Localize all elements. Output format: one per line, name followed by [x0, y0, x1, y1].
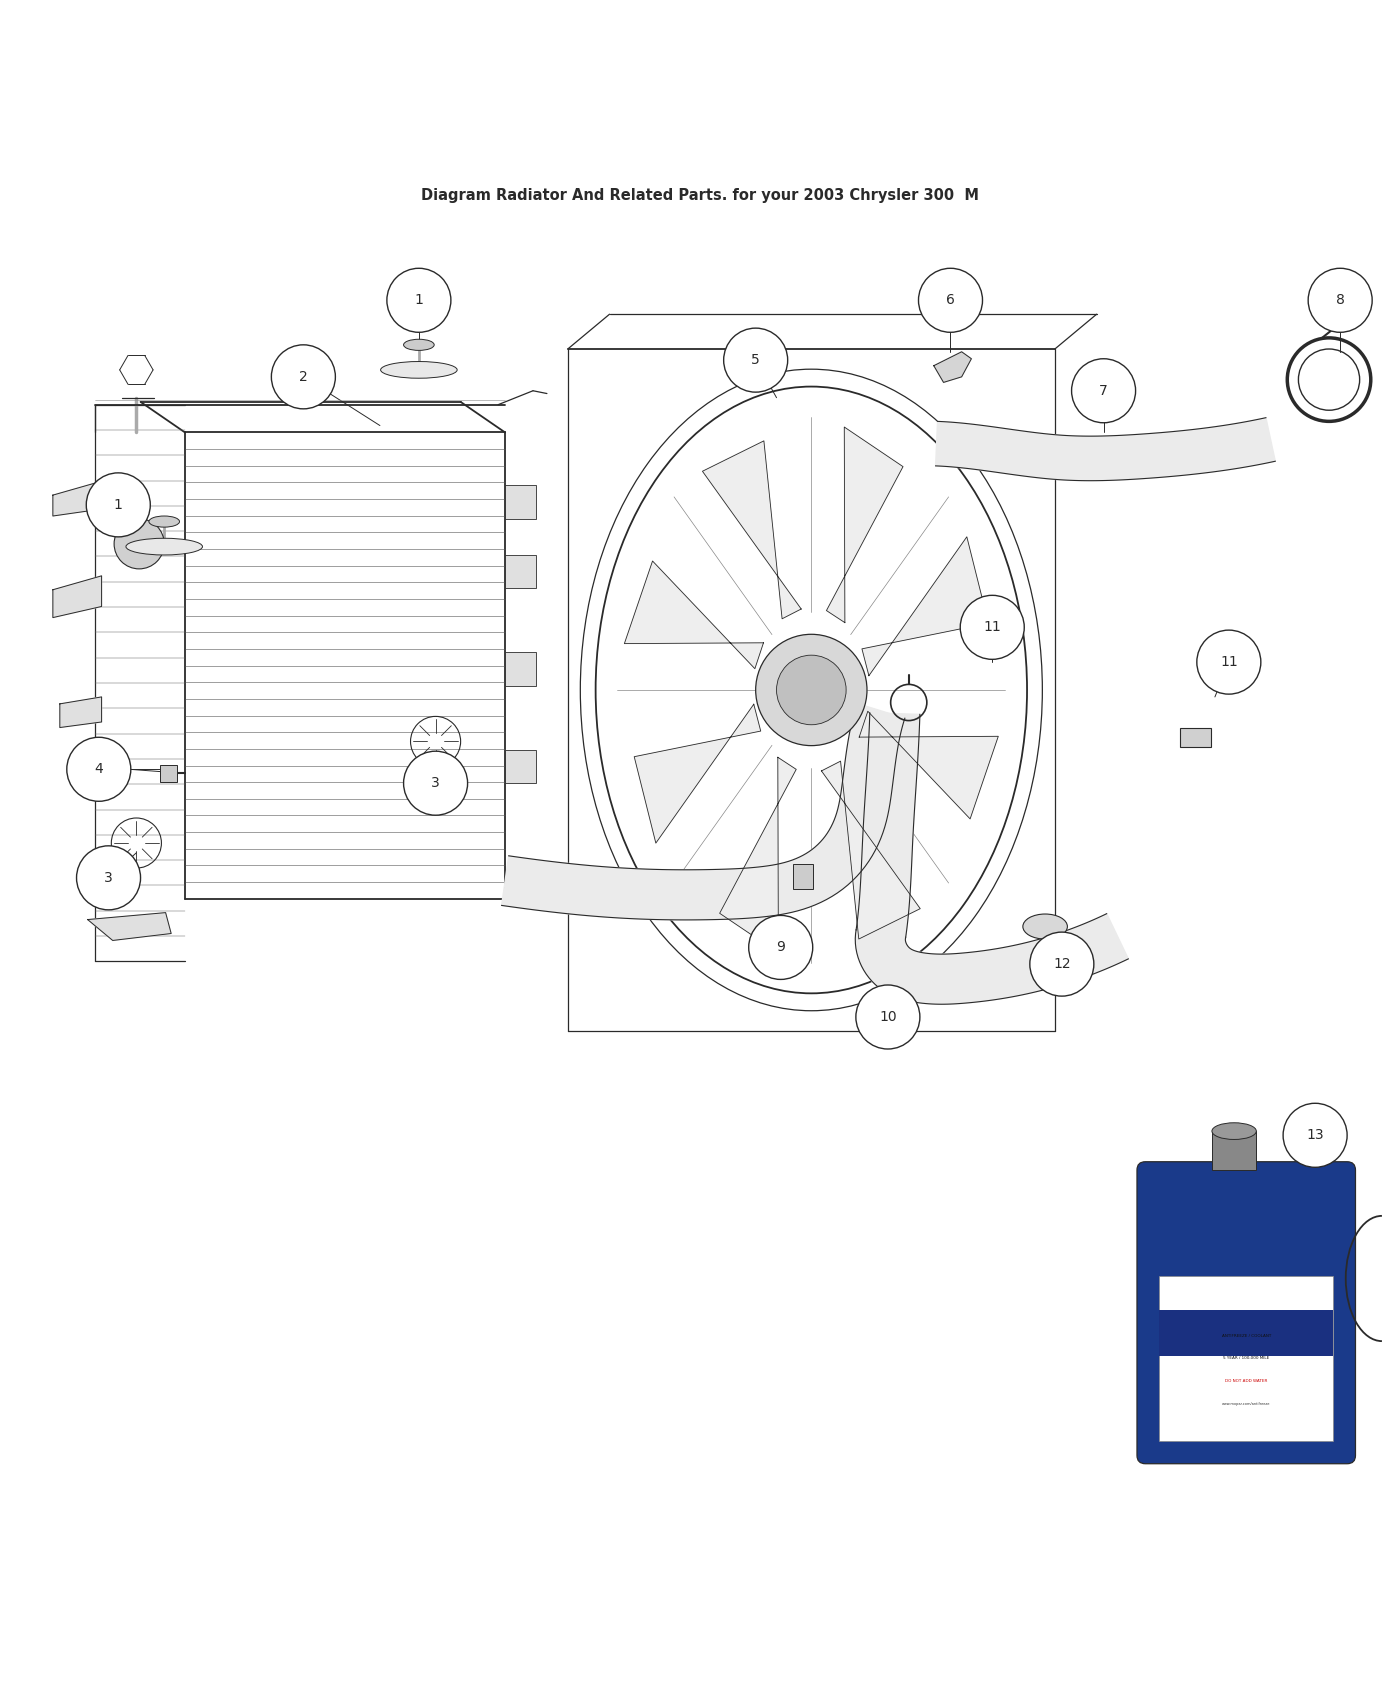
Text: 3: 3: [431, 777, 440, 790]
Circle shape: [918, 269, 983, 332]
FancyBboxPatch shape: [505, 750, 536, 784]
Text: 10: 10: [879, 1010, 896, 1023]
Text: DO NOT ADD WATER: DO NOT ADD WATER: [1225, 1379, 1267, 1384]
Text: Diagram Radiator And Related Parts. for your 2003 Chrysler 300  M: Diagram Radiator And Related Parts. for …: [421, 189, 979, 204]
Polygon shape: [720, 756, 797, 954]
FancyBboxPatch shape: [505, 653, 536, 685]
Bar: [160, 765, 176, 782]
Text: 6: 6: [946, 294, 955, 308]
Circle shape: [1284, 1103, 1347, 1168]
Polygon shape: [60, 697, 102, 728]
Bar: [1159, 1311, 1333, 1357]
FancyBboxPatch shape: [505, 554, 536, 588]
Circle shape: [724, 328, 788, 393]
Polygon shape: [501, 704, 904, 920]
Circle shape: [67, 738, 130, 801]
Circle shape: [1308, 269, 1372, 332]
Ellipse shape: [126, 539, 203, 554]
Circle shape: [855, 984, 920, 1049]
Text: 4: 4: [94, 762, 104, 777]
Circle shape: [1030, 932, 1093, 996]
Ellipse shape: [1023, 915, 1067, 938]
Text: 5: 5: [752, 354, 760, 367]
Text: 1: 1: [113, 498, 123, 512]
Polygon shape: [935, 418, 1275, 481]
Text: MOPAR: MOPAR: [1231, 1285, 1261, 1294]
Text: 5 YEAR / 100,000 MILE: 5 YEAR / 100,000 MILE: [1224, 1357, 1270, 1360]
Text: 8: 8: [1336, 294, 1344, 308]
Ellipse shape: [1212, 1122, 1256, 1139]
Bar: [794, 864, 813, 889]
Ellipse shape: [148, 517, 179, 527]
Polygon shape: [857, 712, 920, 937]
Circle shape: [386, 269, 451, 332]
Text: 3: 3: [104, 870, 113, 884]
Text: 9: 9: [776, 940, 785, 954]
Circle shape: [749, 915, 813, 979]
Text: 12: 12: [1053, 957, 1071, 971]
Bar: [1180, 728, 1211, 746]
Polygon shape: [860, 711, 998, 819]
Polygon shape: [624, 561, 763, 668]
Circle shape: [77, 847, 140, 910]
Text: 1: 1: [414, 294, 423, 308]
Polygon shape: [822, 762, 920, 938]
Circle shape: [1071, 359, 1135, 423]
Circle shape: [115, 518, 164, 570]
Bar: [1212, 1130, 1256, 1170]
Polygon shape: [88, 913, 171, 940]
Polygon shape: [53, 576, 102, 617]
FancyBboxPatch shape: [505, 486, 536, 518]
Circle shape: [272, 345, 336, 408]
Circle shape: [777, 654, 846, 724]
Text: 11: 11: [1219, 654, 1238, 670]
Circle shape: [756, 634, 867, 746]
Ellipse shape: [381, 362, 458, 377]
Circle shape: [960, 595, 1025, 660]
Circle shape: [1197, 631, 1261, 694]
Polygon shape: [703, 440, 801, 619]
Text: ANTIFREEZE / COOLANT: ANTIFREEZE / COOLANT: [1222, 1333, 1271, 1338]
Text: 7: 7: [1099, 384, 1107, 398]
Text: 13: 13: [1306, 1129, 1324, 1142]
Polygon shape: [53, 481, 102, 517]
Bar: [1159, 1277, 1333, 1442]
Ellipse shape: [403, 340, 434, 350]
Text: 11: 11: [983, 620, 1001, 634]
Text: 2: 2: [300, 371, 308, 384]
Polygon shape: [934, 352, 972, 382]
Circle shape: [87, 473, 150, 537]
Polygon shape: [826, 427, 903, 622]
Polygon shape: [862, 537, 988, 675]
Text: www.mopar.com/antifreeze: www.mopar.com/antifreeze: [1222, 1402, 1270, 1406]
Polygon shape: [855, 913, 1128, 1005]
Circle shape: [403, 751, 468, 816]
Polygon shape: [634, 704, 760, 843]
FancyBboxPatch shape: [1137, 1161, 1355, 1464]
